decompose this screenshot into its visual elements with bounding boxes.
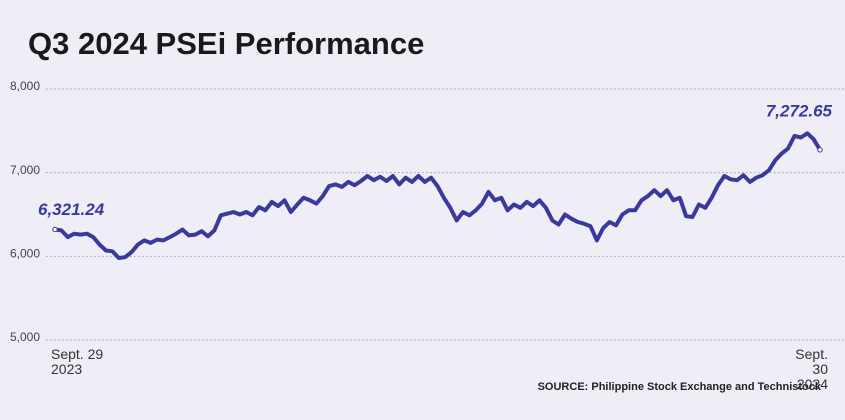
y-tick-label: 8,000: [10, 79, 40, 93]
source-note: SOURCE: Philippine Stock Exchange and Te…: [537, 381, 821, 393]
end-point: [817, 147, 823, 153]
chart-title: Q3 2024 PSEi Performance: [28, 26, 424, 61]
y-tick-label: 7,000: [10, 163, 40, 177]
line-series: [53, 131, 822, 260]
end-point: [52, 226, 58, 233]
y-tick-label: 6,000: [10, 247, 40, 261]
data-label: 7,272.65: [766, 101, 833, 120]
x-tick-label: Sept. 30 2024: [795, 346, 828, 392]
x-tick-label: Sept. 29 2023: [51, 346, 104, 377]
data-label: 6,321.24: [38, 200, 105, 219]
y-tick-label: 5,000: [10, 330, 40, 344]
